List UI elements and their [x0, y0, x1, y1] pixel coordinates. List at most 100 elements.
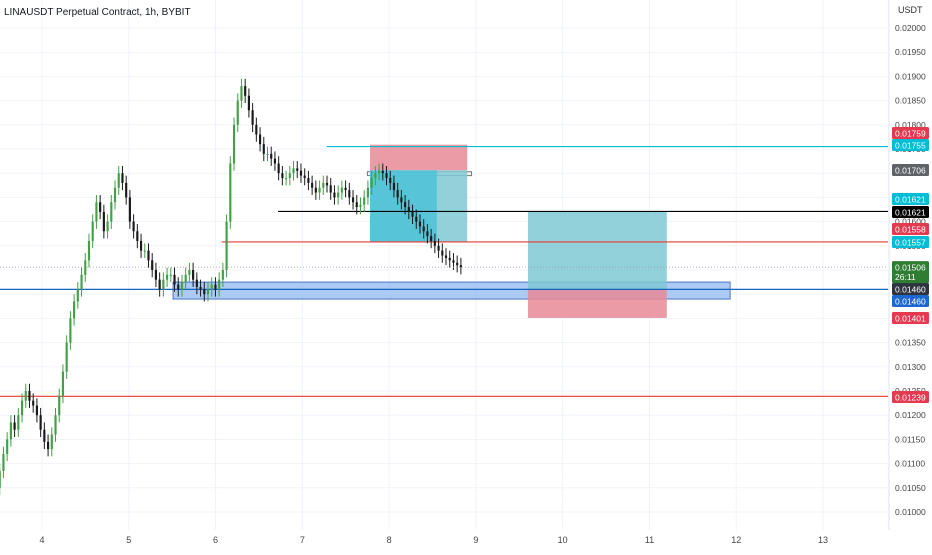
candle-body — [180, 282, 184, 290]
candle-body — [139, 240, 143, 251]
candle-body — [50, 434, 53, 450]
candle-body — [58, 395, 61, 416]
zone-short-filled — [370, 170, 437, 243]
candle-body — [158, 279, 161, 290]
candle-body — [143, 250, 146, 252]
drawing-zones — [172, 144, 731, 318]
candle-body — [251, 110, 254, 125]
price-badge: 0.01706 — [895, 165, 926, 175]
candle-body — [288, 173, 291, 179]
candle-body — [192, 270, 195, 280]
candle-body — [325, 182, 329, 186]
price-badge: 0.01558 — [895, 224, 926, 234]
candle-body — [232, 124, 236, 164]
price-tick-label: 0.01300 — [895, 362, 926, 372]
candle-body — [20, 400, 24, 416]
price-tick-label: 0.01850 — [895, 96, 926, 106]
candle-body — [121, 173, 124, 183]
candle-body — [270, 153, 273, 159]
candle-body — [214, 284, 217, 290]
candle-body — [195, 279, 198, 287]
candle-body — [277, 163, 280, 174]
price-badge-bg — [892, 127, 929, 139]
candle-body — [307, 178, 310, 183]
candle-body — [422, 226, 425, 232]
candle-body — [125, 182, 128, 198]
candle-body — [203, 289, 206, 295]
candle-body — [340, 187, 343, 193]
candle-body — [374, 173, 377, 179]
candle-body — [441, 250, 444, 256]
date-tick-label: 12 — [731, 535, 741, 545]
candle-body — [132, 221, 135, 232]
candle-body — [311, 182, 314, 188]
zone-long-target — [527, 211, 667, 290]
candle-body — [173, 274, 176, 285]
candle-body — [396, 190, 399, 198]
price-badge: 0.01557 — [895, 237, 926, 247]
candle-body — [456, 262, 459, 266]
date-tick-label: 13 — [818, 535, 828, 545]
price-tick-label: 0.01600 — [895, 217, 926, 227]
date-tick-label: 8 — [387, 535, 392, 545]
candle-body — [404, 202, 407, 208]
candle-body — [136, 231, 139, 241]
candle-body — [244, 86, 247, 96]
candle-body — [281, 173, 284, 179]
candle-body — [32, 400, 35, 406]
candle-body — [87, 240, 91, 261]
candle-body — [69, 318, 72, 343]
candle-body — [113, 187, 117, 203]
candle-body — [415, 216, 418, 222]
candle-body — [370, 178, 373, 188]
candle-body — [385, 173, 388, 179]
candle-body — [255, 124, 258, 135]
candle-body — [110, 202, 113, 222]
countdown-label: 26:11 — [895, 272, 916, 282]
price-badge: 0.01239 — [895, 392, 926, 402]
price-tick-label: 0.01200 — [895, 410, 926, 420]
candle-body — [392, 182, 396, 191]
candle-body — [188, 270, 191, 275]
candle-body — [318, 187, 321, 193]
candle-body — [437, 245, 440, 251]
candle-body — [240, 86, 243, 101]
price-badge: 0.01621 — [895, 194, 926, 204]
candle-body — [154, 270, 158, 280]
candle-body — [169, 274, 172, 276]
price-badge-bg — [892, 223, 929, 235]
price-tick-label: 0.01050 — [895, 483, 926, 493]
candle-body — [262, 144, 265, 154]
candle-body — [76, 289, 79, 302]
candle-body — [28, 391, 31, 401]
candle-body — [165, 274, 169, 280]
candle-body — [225, 221, 228, 270]
chart-title: LINAUSDT Perpetual Contract, 1h, BYBIT — [4, 7, 191, 18]
candle-body — [418, 221, 422, 227]
price-badge-bg — [892, 236, 929, 248]
candle-body — [151, 260, 154, 270]
candle-body — [381, 170, 384, 174]
candle-body — [266, 153, 269, 155]
candle-body — [2, 453, 5, 471]
candle-body — [106, 221, 109, 232]
candle-body — [43, 429, 46, 442]
price-badge-bg — [892, 283, 929, 295]
candle-body — [84, 260, 87, 275]
candle-body — [296, 168, 299, 171]
candle-body — [54, 415, 57, 435]
price-tick-label: 0.01100 — [895, 459, 925, 469]
price-badge-bg — [892, 139, 929, 151]
candle-body — [247, 95, 250, 111]
candle-body — [411, 211, 414, 217]
candle-body — [24, 391, 27, 401]
last-price-badge: 0.01506 — [895, 262, 926, 272]
candle-body — [6, 439, 9, 454]
price-badge: 0.01759 — [895, 128, 926, 138]
candle-body — [13, 422, 16, 430]
candle-body — [117, 173, 120, 188]
candle-body — [322, 182, 325, 188]
date-tick-label: 7 — [300, 535, 305, 545]
